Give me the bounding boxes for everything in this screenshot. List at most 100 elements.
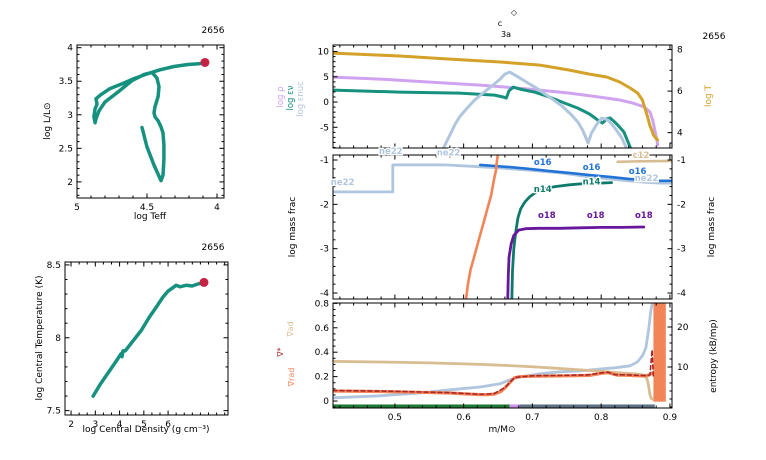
c12-envelope xyxy=(616,159,672,164)
burn-marker-3alpha: 3a xyxy=(501,30,511,39)
y2-tick-label: 20 xyxy=(677,323,689,333)
mid-y-title-right: log mass frac xyxy=(707,197,717,257)
y2-tick-label: 6 xyxy=(677,87,683,97)
profile-bottom-panel: 0.5 0.6 0.7 0.8 0.9 0 0.2 0.4 0.6 0.8 10 20 m/M⊙ entr… xyxy=(276,299,719,435)
y-tick-label: 3.5 xyxy=(59,77,73,87)
hr-track xyxy=(92,60,207,183)
y-tick-label: 3 xyxy=(67,111,73,121)
o16 xyxy=(478,163,672,183)
profile-top-border xyxy=(332,44,673,149)
profile-top-panel: 10 5 0 -5 8 6 4 log ρ log εν log εnuc log T xyxy=(276,44,714,149)
y-tick-label: -1 xyxy=(320,156,329,166)
curve-label-ne22: ne22 xyxy=(437,149,461,159)
mix-strip-violet xyxy=(509,404,520,408)
y2-tick-label: 8 xyxy=(677,46,683,56)
grad-star xyxy=(333,348,655,396)
x-tick-label: 0.8 xyxy=(594,413,609,423)
grad-rad-spike-band xyxy=(653,303,666,402)
y-tick-label: 2.5 xyxy=(59,144,73,154)
x-tick-label: 3 xyxy=(92,420,98,430)
burn-marker-c: c xyxy=(498,19,502,28)
label-grad-ad: ∇ad xyxy=(286,321,295,337)
curve-label-n14: n14 xyxy=(534,185,552,195)
hr-diagram-panel: 5 4.5 4 2 2.5 3 3.5 4 log Teff log L/L⊙ xyxy=(43,44,225,222)
log-rho xyxy=(333,75,660,147)
curve-label-o18: o18 xyxy=(635,211,653,221)
y-tick-label: 0.6 xyxy=(315,324,330,334)
y-tick-label: 0.8 xyxy=(315,299,330,309)
y-tick-label: 5 xyxy=(323,73,329,83)
y-tick-label: 10 xyxy=(318,48,330,58)
y-tick-label: 8.5 xyxy=(47,261,61,271)
y-tick-label: 4 xyxy=(67,44,73,54)
tc-rhoc-track xyxy=(91,280,206,398)
x-tick-label: 4.5 xyxy=(140,203,154,213)
curve-label-c12: c12 xyxy=(633,151,650,161)
curve-label-o18: o18 xyxy=(587,211,605,221)
y-tick-label: 0.2 xyxy=(315,373,329,383)
entropy xyxy=(333,303,654,400)
x-tick-label: 6 xyxy=(165,420,171,430)
x-tick-label: 4 xyxy=(214,203,220,213)
hr-y-axis-title: log L/L⊙ xyxy=(43,102,53,139)
x-tick-label: 5 xyxy=(141,420,147,430)
tc-rhoc-border xyxy=(64,261,229,416)
x-tick-label: 5 xyxy=(74,203,80,213)
curve-label-n14: n14 xyxy=(583,177,601,187)
x-tick-label: 0.6 xyxy=(456,413,471,423)
log-eps-nu xyxy=(333,85,633,148)
tc-y-axis-title: log Central Temperature (K) xyxy=(35,275,45,400)
log-eps-nuc xyxy=(441,70,629,148)
y-tick-label: 0.4 xyxy=(315,348,330,358)
y-tick-label: -3 xyxy=(320,245,329,255)
y2-tick-label: -4 xyxy=(677,289,686,299)
y2-tick-label: 4 xyxy=(677,129,683,139)
y2-tick-label: -1 xyxy=(677,156,686,166)
model-number-tcrhoc: 2656 xyxy=(202,243,225,253)
x-tick-label: 2 xyxy=(68,420,74,430)
bottom-x-axis-title: m/M⊙ xyxy=(488,425,515,435)
burn-marker-diamond: ◇ xyxy=(511,8,518,17)
y2-tick-label: -2 xyxy=(677,200,686,210)
bottom-y2-title: entropy (kB/mp) xyxy=(709,319,719,393)
tc-rhoc-panel: 2 3 4 5 6 7.5 8 8.5 log Central Density (g cm⁻³)… xyxy=(35,261,229,435)
y-tick-label: 7.5 xyxy=(47,407,61,417)
n14 xyxy=(510,181,613,299)
x-tick-label: 4 xyxy=(117,420,123,430)
curve-label-ne22: ne22 xyxy=(635,174,659,184)
tc-x-axis-title: log Central Density (g cm⁻³) xyxy=(83,425,210,435)
x-tick-label: 0.5 xyxy=(388,413,402,423)
label-grad-star: ∇* xyxy=(276,347,285,357)
current-model-dot xyxy=(199,277,209,287)
profile-bottom-border xyxy=(332,302,673,409)
y-tick-label: 0 xyxy=(323,397,329,407)
label-grad-rad: ∇rad xyxy=(287,368,296,388)
profile-mid-border xyxy=(332,154,673,300)
curve-label-ne22: ne22 xyxy=(379,147,403,157)
x-tick-label: 0.7 xyxy=(525,413,539,423)
x-tick-label: 0.9 xyxy=(663,413,678,423)
model-number-hr: 2656 xyxy=(202,26,225,36)
y-tick-label: 2 xyxy=(67,178,73,188)
c12-rise xyxy=(464,155,500,299)
curve-label-o18: o18 xyxy=(538,211,556,221)
o18 xyxy=(506,225,646,299)
mix-strip-green xyxy=(333,404,510,408)
top-y-title-rho: log ρ xyxy=(276,86,286,107)
log-T xyxy=(333,51,660,142)
curve-label-ne22: ne22 xyxy=(331,178,355,188)
y-tick-label: 8 xyxy=(55,334,61,344)
y2-tick-label: -3 xyxy=(677,245,686,255)
y-tick-label: -4 xyxy=(320,289,329,299)
y-tick-label: -2 xyxy=(320,200,329,210)
y2-tick-label: 10 xyxy=(677,363,689,373)
current-model-dot xyxy=(200,57,210,67)
hr-x-axis-title: log Teff xyxy=(134,212,167,222)
mid-y-title-left: log mass frac xyxy=(288,197,298,257)
curve-label-o16: o16 xyxy=(534,158,552,168)
y-tick-label: -5 xyxy=(320,123,329,133)
